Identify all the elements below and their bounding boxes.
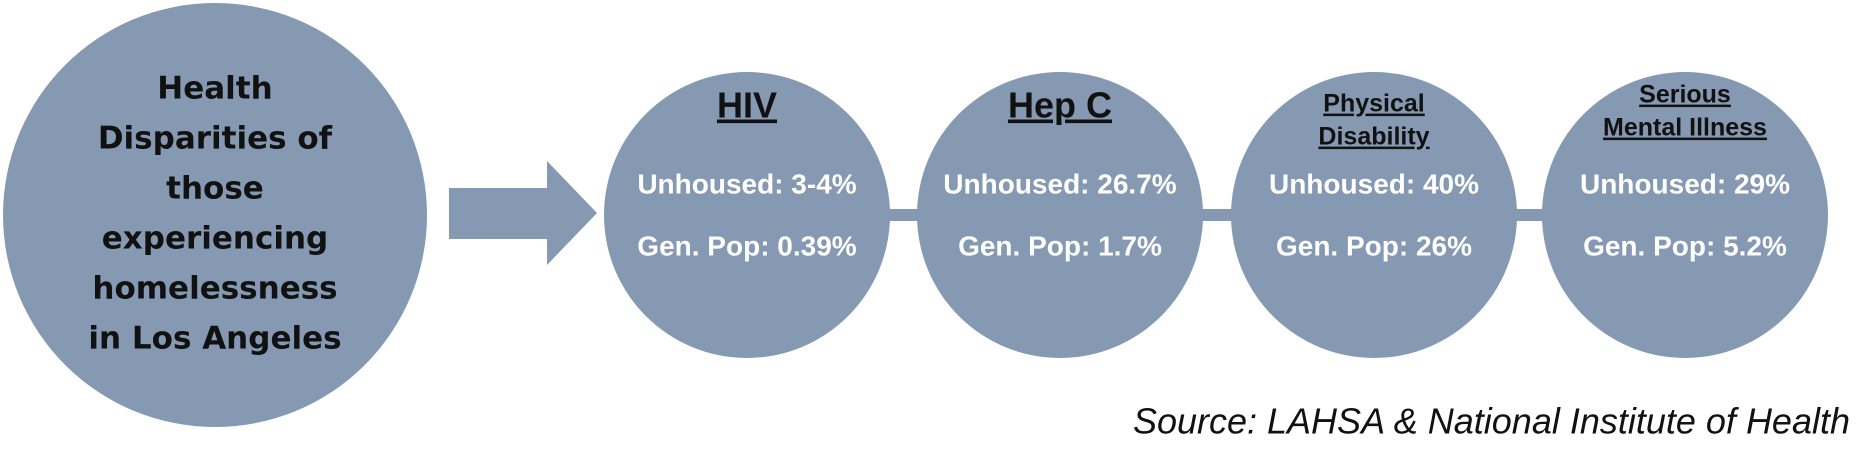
unhoused-stat: Unhoused: 3-4% bbox=[637, 168, 856, 199]
node-title: Physical bbox=[1323, 90, 1424, 118]
title-line: experiencing bbox=[102, 221, 329, 257]
gen-pop-stat: Gen. Pop: 1.7% bbox=[958, 230, 1162, 261]
node-circle bbox=[604, 72, 890, 358]
gen-pop-stat: Gen. Pop: 5.2% bbox=[1583, 230, 1787, 261]
node-circle bbox=[1542, 72, 1828, 358]
title-line: Health bbox=[157, 71, 272, 107]
main-circle bbox=[3, 3, 427, 427]
gen-pop-stat: Gen. Pop: 26% bbox=[1276, 230, 1472, 261]
node-title: HIV bbox=[717, 85, 777, 126]
title-line: in Los Angeles bbox=[88, 321, 341, 357]
unhoused-stat: Unhoused: 26.7% bbox=[943, 168, 1176, 199]
node-title: Mental Illness bbox=[1603, 114, 1767, 142]
title-line: those bbox=[166, 171, 264, 207]
node-title: Hep C bbox=[1008, 85, 1112, 126]
node-circle bbox=[917, 72, 1203, 358]
unhoused-stat: Unhoused: 40% bbox=[1269, 168, 1479, 199]
node-title: Serious bbox=[1639, 81, 1731, 109]
title-line: homelessness bbox=[92, 271, 337, 307]
title-line: Disparities of bbox=[98, 121, 333, 157]
source: Source: LAHSA & National Institute of He… bbox=[1133, 401, 1850, 442]
unhoused-stat: Unhoused: 29% bbox=[1580, 168, 1790, 199]
node-circle bbox=[1231, 72, 1517, 358]
arrow bbox=[449, 161, 597, 265]
gen-pop-stat: Gen. Pop: 0.39% bbox=[637, 230, 856, 261]
node-title: Disability bbox=[1318, 123, 1429, 151]
